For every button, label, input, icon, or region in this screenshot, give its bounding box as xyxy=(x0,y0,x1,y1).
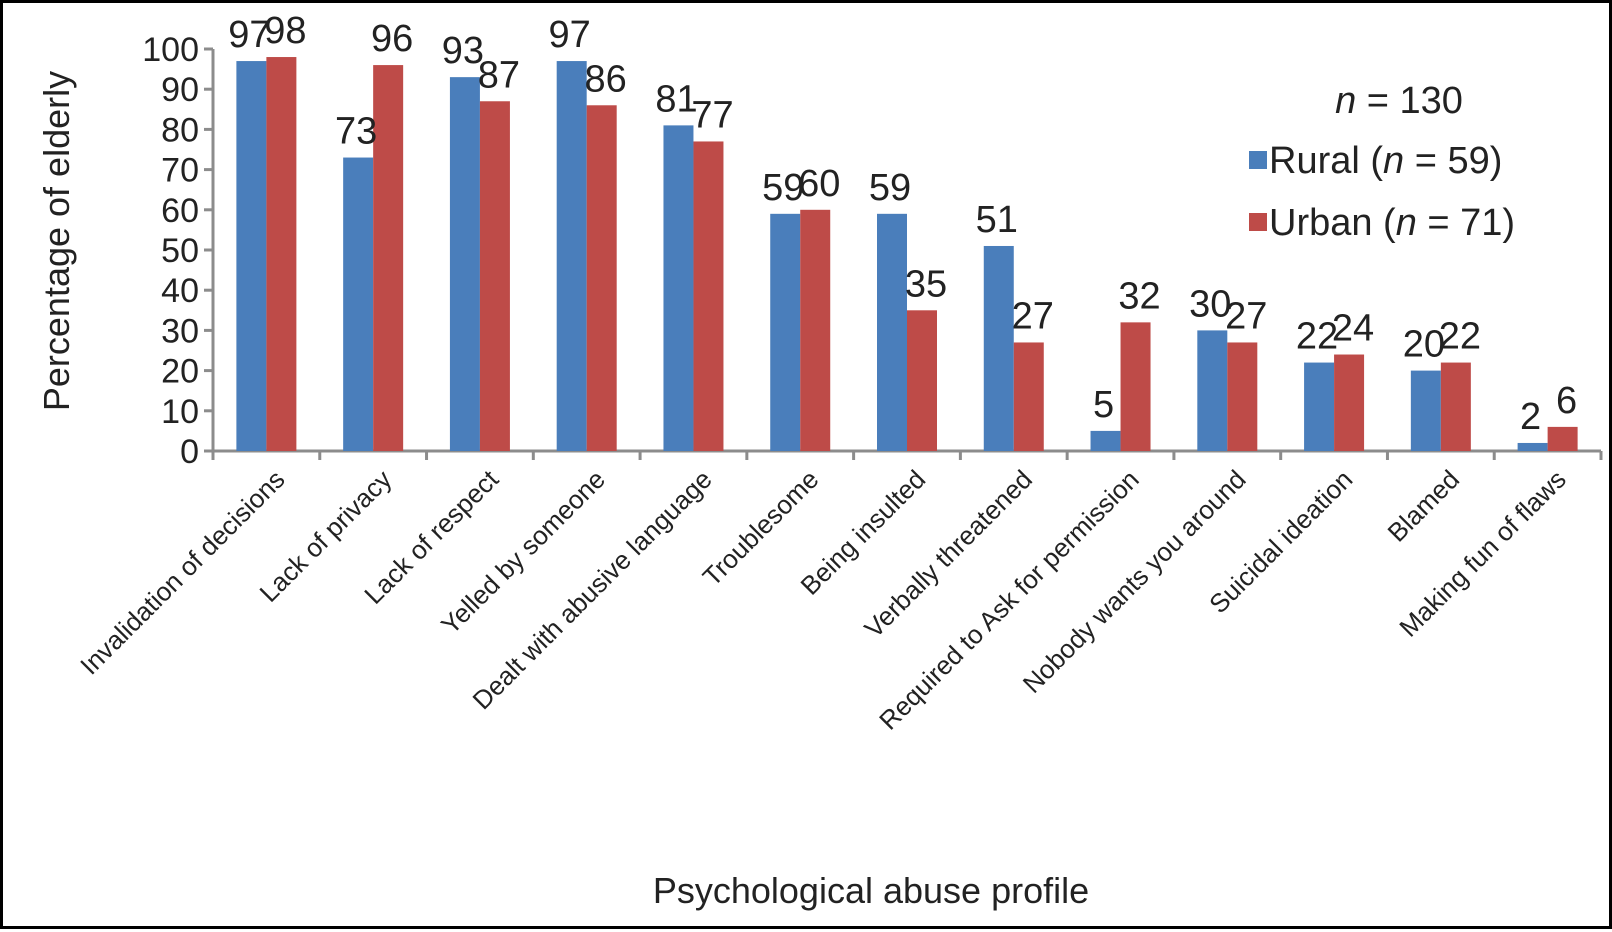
bar-rural xyxy=(877,213,907,451)
data-label-urban: 27 xyxy=(1012,295,1054,337)
legend: n = 130 Rural (n = 59) Urban (n = 71) xyxy=(1249,80,1515,244)
bar-rural xyxy=(556,61,587,452)
data-label-urban: 77 xyxy=(691,94,733,136)
x-axis-title: Psychological abuse profile xyxy=(653,870,1089,911)
legend-label-rural: Rural (n = 59) xyxy=(1269,140,1502,182)
bar-urban xyxy=(693,141,724,451)
bar-urban xyxy=(1013,342,1044,451)
legend-label-urban: Urban (n = 71) xyxy=(1269,202,1515,244)
y-tick-label: 30 xyxy=(161,312,199,350)
legend-swatch-urban xyxy=(1249,213,1267,231)
bar-rural xyxy=(983,245,1014,451)
bar-urban xyxy=(800,209,831,451)
data-label-urban: 32 xyxy=(1118,275,1160,317)
data-label-rural: 97 xyxy=(549,14,591,56)
data-label-rural: 5 xyxy=(1093,384,1114,426)
bar-urban xyxy=(1547,426,1578,451)
bar-urban xyxy=(586,105,617,451)
y-tick-label: 50 xyxy=(161,232,199,270)
data-label-urban: 87 xyxy=(478,54,520,96)
category-label: Invalidation of decisions xyxy=(74,464,290,680)
bars xyxy=(236,57,1578,452)
category-label: Nobody wants you around xyxy=(1017,464,1252,699)
bar-rural xyxy=(343,157,374,452)
y-tick-label: 90 xyxy=(161,71,199,109)
bar-urban xyxy=(1334,354,1365,451)
bar-rural xyxy=(1517,442,1548,451)
bar-urban xyxy=(373,65,404,451)
data-label-rural: 20 xyxy=(1403,324,1445,366)
bar-urban xyxy=(1120,322,1151,451)
bar-rural xyxy=(663,125,694,451)
data-label-urban: 6 xyxy=(1556,380,1577,422)
data-label-rural: 97 xyxy=(228,14,270,56)
data-label-urban: 35 xyxy=(905,263,947,305)
data-label-urban: 24 xyxy=(1332,308,1374,350)
y-tick-label: 60 xyxy=(161,192,199,230)
data-label-rural: 59 xyxy=(762,167,804,209)
bar-urban xyxy=(1227,342,1258,451)
data-label-rural: 81 xyxy=(655,78,697,120)
y-tick-label: 0 xyxy=(180,433,199,471)
y-axis-title: Percentage of elderly xyxy=(36,71,77,411)
legend-swatch-rural xyxy=(1249,151,1267,169)
bar-rural xyxy=(1410,370,1441,451)
bar-rural xyxy=(449,77,480,451)
data-label-rural: 59 xyxy=(869,167,911,209)
bar-urban xyxy=(1440,362,1471,451)
data-label-urban: 98 xyxy=(264,10,306,52)
y-tick-label: 70 xyxy=(161,152,199,190)
data-label-urban: 96 xyxy=(371,18,413,60)
data-label-rural: 22 xyxy=(1296,316,1338,358)
y-tick-label: 40 xyxy=(161,272,199,310)
bar-urban xyxy=(266,57,297,451)
data-label-rural: 30 xyxy=(1189,283,1231,325)
data-label-urban: 60 xyxy=(798,163,840,205)
data-label-rural: 2 xyxy=(1520,396,1541,438)
bar-urban xyxy=(907,310,937,451)
bar-urban xyxy=(479,101,510,451)
bar-rural xyxy=(1304,362,1335,451)
bar-rural xyxy=(770,213,801,451)
y-tick-label: 100 xyxy=(142,31,199,69)
y-tick-label: 20 xyxy=(161,353,199,391)
bar-rural xyxy=(1197,330,1228,451)
data-label-urban: 27 xyxy=(1225,295,1267,337)
data-label-urban: 86 xyxy=(585,58,627,100)
y-tick-label: 10 xyxy=(161,393,199,431)
data-label-urban: 22 xyxy=(1439,316,1481,358)
bar-rural xyxy=(1090,430,1121,451)
y-tick-label: 80 xyxy=(161,111,199,149)
sample-size-annotation: n = 130 xyxy=(1335,80,1463,122)
category-label: Blamed xyxy=(1382,464,1466,548)
data-label-rural: 73 xyxy=(335,111,377,153)
data-label-rural: 51 xyxy=(976,199,1018,241)
data-label-rural: 93 xyxy=(442,30,484,72)
bar-rural xyxy=(236,61,267,452)
